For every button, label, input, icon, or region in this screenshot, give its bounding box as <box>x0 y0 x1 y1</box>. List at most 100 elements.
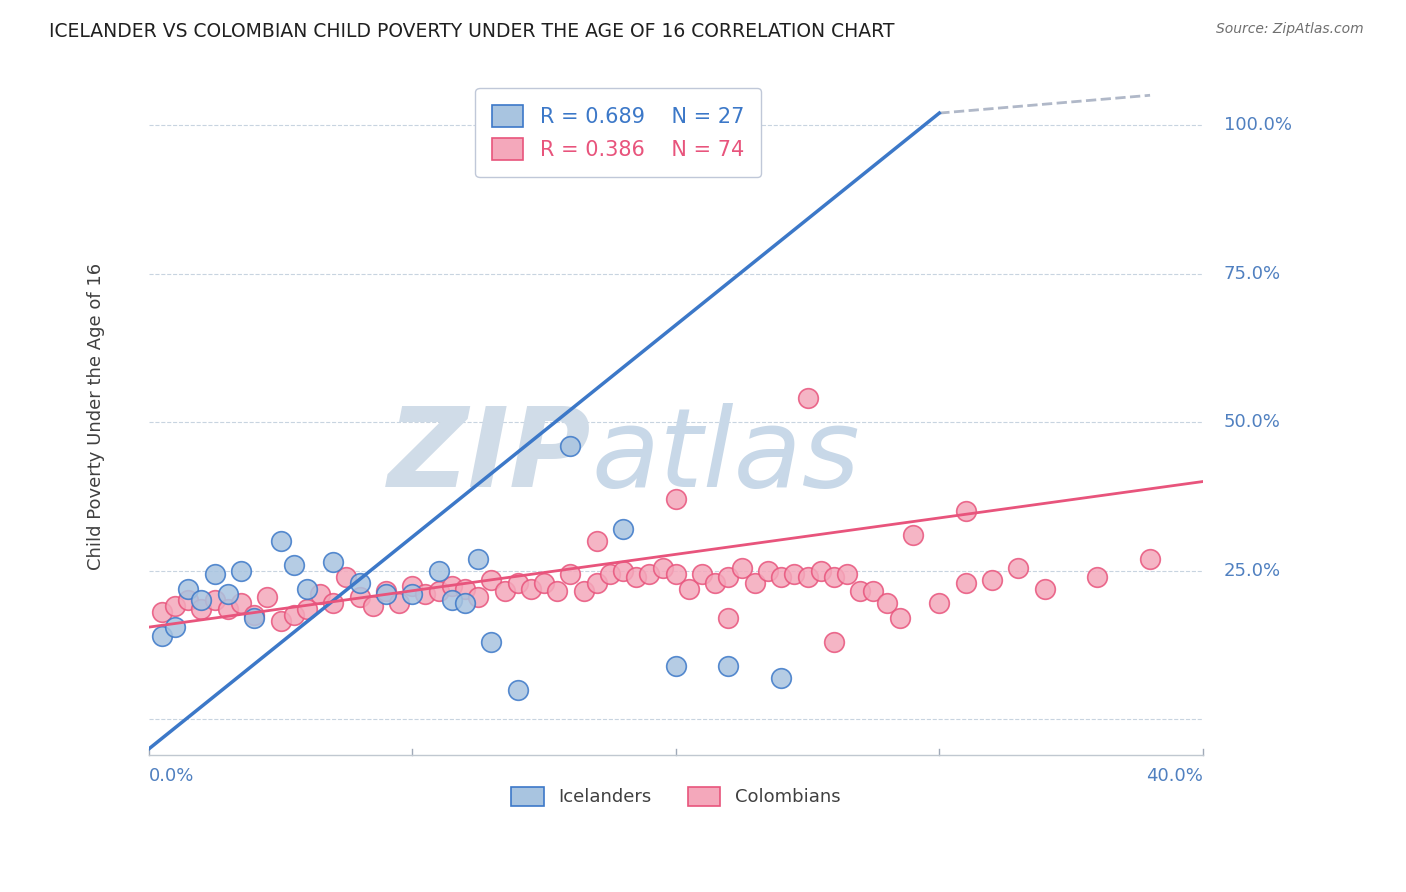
Point <box>401 578 423 592</box>
Point <box>796 569 818 583</box>
Text: Source: ZipAtlas.com: Source: ZipAtlas.com <box>1216 22 1364 37</box>
Text: Child Poverty Under the Age of 16: Child Poverty Under the Age of 16 <box>87 262 105 570</box>
Point <box>150 629 173 643</box>
Text: 75.0%: 75.0% <box>1223 265 1281 283</box>
Point <box>190 602 212 616</box>
Point <box>546 584 568 599</box>
Point <box>309 587 332 601</box>
Point <box>928 596 950 610</box>
Point <box>165 620 187 634</box>
Point <box>678 582 700 596</box>
Point <box>1087 569 1109 583</box>
Point <box>612 522 634 536</box>
Point <box>295 602 318 616</box>
Point <box>506 682 529 697</box>
Point <box>585 533 607 548</box>
Point <box>150 605 173 619</box>
Point <box>177 593 200 607</box>
Point <box>704 575 727 590</box>
Point <box>756 564 779 578</box>
Point <box>229 564 252 578</box>
Point <box>626 569 648 583</box>
Point <box>560 566 582 581</box>
Point <box>823 635 845 649</box>
Point <box>361 599 384 614</box>
Point <box>322 555 344 569</box>
Point <box>494 584 516 599</box>
Point <box>388 596 411 610</box>
Legend: Icelanders, Colombians: Icelanders, Colombians <box>505 780 848 814</box>
Point <box>295 582 318 596</box>
Point <box>270 533 292 548</box>
Point <box>217 587 239 601</box>
Point <box>190 593 212 607</box>
Point <box>335 569 357 583</box>
Point <box>177 582 200 596</box>
Point <box>506 575 529 590</box>
Point <box>454 582 477 596</box>
Point <box>690 566 713 581</box>
Point <box>770 671 793 685</box>
Text: 40.0%: 40.0% <box>1146 767 1202 785</box>
Point <box>849 584 872 599</box>
Point <box>427 584 450 599</box>
Point <box>349 591 371 605</box>
Text: 25.0%: 25.0% <box>1223 562 1281 580</box>
Point <box>901 528 924 542</box>
Point <box>440 578 463 592</box>
Point <box>665 658 688 673</box>
Point <box>862 584 884 599</box>
Point <box>415 587 437 601</box>
Point <box>1007 560 1029 574</box>
Point <box>876 596 898 610</box>
Point <box>374 587 396 601</box>
Point <box>572 584 595 599</box>
Point <box>717 569 740 583</box>
Point <box>955 575 977 590</box>
Point <box>427 564 450 578</box>
Point <box>1139 551 1161 566</box>
Point <box>744 575 766 590</box>
Point <box>810 564 832 578</box>
Point <box>204 593 226 607</box>
Point <box>823 569 845 583</box>
Point <box>835 566 858 581</box>
Point <box>374 584 396 599</box>
Point <box>479 573 502 587</box>
Text: 0.0%: 0.0% <box>149 767 194 785</box>
Text: ICELANDER VS COLOMBIAN CHILD POVERTY UNDER THE AGE OF 16 CORRELATION CHART: ICELANDER VS COLOMBIAN CHILD POVERTY UND… <box>49 22 894 41</box>
Point <box>401 587 423 601</box>
Point <box>955 504 977 518</box>
Point <box>665 492 688 507</box>
Point <box>796 392 818 406</box>
Point <box>889 611 911 625</box>
Point <box>1033 582 1056 596</box>
Point <box>585 575 607 590</box>
Point <box>283 558 305 572</box>
Point <box>243 611 266 625</box>
Point <box>665 566 688 581</box>
Text: 50.0%: 50.0% <box>1223 413 1281 431</box>
Point <box>229 596 252 610</box>
Text: ZIP: ZIP <box>388 403 592 510</box>
Point <box>256 591 278 605</box>
Point <box>283 608 305 623</box>
Point <box>165 599 187 614</box>
Text: 100.0%: 100.0% <box>1223 116 1292 134</box>
Point <box>270 614 292 628</box>
Point <box>479 635 502 649</box>
Text: atlas: atlas <box>592 403 860 510</box>
Point <box>770 569 793 583</box>
Point <box>717 611 740 625</box>
Point <box>533 575 555 590</box>
Point <box>217 602 239 616</box>
Point <box>638 566 661 581</box>
Point <box>651 560 673 574</box>
Point <box>454 596 477 610</box>
Point <box>467 591 489 605</box>
Point <box>204 566 226 581</box>
Point <box>243 608 266 623</box>
Point <box>349 575 371 590</box>
Point <box>560 439 582 453</box>
Point <box>730 560 752 574</box>
